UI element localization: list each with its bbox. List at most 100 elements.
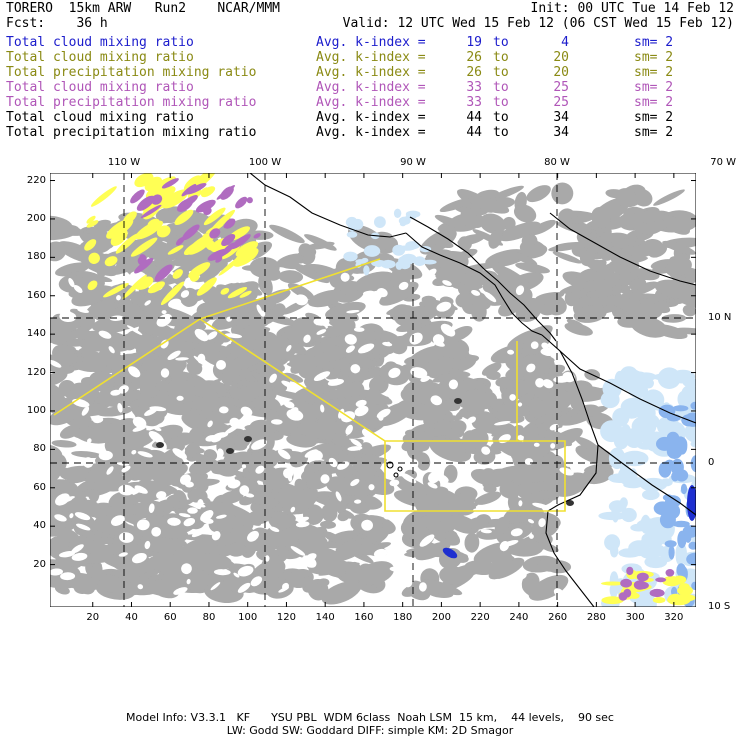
cloud-blob	[313, 371, 331, 382]
legend-from: 26	[466, 50, 482, 65]
cloud-blob	[350, 478, 360, 487]
cloud-blob	[196, 277, 217, 296]
x-tick-marks	[92, 173, 675, 607]
cloud-blob	[419, 384, 457, 403]
cloud-blob	[562, 531, 578, 539]
cloud-blob	[255, 465, 265, 474]
cloud-blob	[659, 511, 676, 529]
cloud-blob	[68, 278, 75, 288]
cloud-blob	[328, 457, 338, 468]
x-tick-label: 140	[315, 612, 335, 623]
cloud-blob	[439, 565, 466, 585]
cloud-blob	[239, 485, 250, 496]
cloud-blob	[400, 518, 427, 540]
legend-kindex: Avg. k-index =	[316, 35, 426, 50]
cloud-blob	[166, 379, 196, 399]
cloud-blob	[346, 231, 358, 238]
cloud-blob	[298, 243, 313, 257]
cloud-blob	[668, 545, 675, 560]
central-america-inner	[409, 216, 557, 342]
cloud-blob	[513, 204, 537, 223]
cloud-blob	[410, 539, 446, 558]
cloud-blob	[191, 527, 208, 538]
cloud-blob	[76, 523, 91, 531]
cloud-blob	[672, 405, 689, 412]
y-tick-label: 100	[26, 404, 46, 416]
cloud-blob	[281, 527, 299, 547]
cloud-blob	[662, 576, 682, 587]
cloud-blob	[591, 206, 611, 229]
cloud-blob	[260, 450, 276, 464]
cloud-blob	[448, 442, 466, 462]
cloud-blob	[565, 463, 572, 467]
legend-row: Total cloud mixing ratio Avg. k-index = 19…	[6, 35, 736, 50]
cloud-blob	[139, 254, 147, 263]
cloud-blob	[623, 245, 651, 258]
y-tick-label: 60	[33, 481, 46, 493]
cloud-blob	[53, 348, 76, 368]
cloud-blob	[224, 333, 243, 339]
cloud-blob	[209, 228, 221, 239]
legend-from: 19	[466, 35, 482, 50]
cloud-blob	[176, 395, 184, 401]
cloud-blob	[336, 317, 356, 335]
cloud-blob	[283, 572, 312, 579]
legend-kindex: Avg. k-index =	[316, 125, 426, 140]
cloud-blob	[549, 423, 559, 431]
domain-boundaries	[53, 258, 566, 512]
cloud-blob	[136, 491, 155, 504]
legend-to: 25	[553, 80, 569, 95]
cloud-blob	[230, 234, 251, 250]
cloud-blob	[432, 472, 449, 483]
cloud-blob	[244, 493, 255, 498]
cloud-blob	[192, 396, 206, 411]
cloud-blob	[190, 173, 217, 191]
cloud-blob	[409, 459, 419, 471]
cloud-blob	[448, 379, 459, 390]
cloud-blob	[562, 371, 575, 383]
cloud-blob	[244, 436, 252, 442]
cloud-blob	[151, 526, 162, 537]
cloud-blob	[672, 520, 690, 528]
cloud-blob	[467, 517, 489, 530]
x-tick-label: 320	[664, 612, 684, 623]
cloud-blob	[601, 596, 624, 605]
cloud-blob	[88, 252, 100, 264]
cloud-blob	[510, 528, 523, 537]
cloud-blob	[239, 282, 263, 296]
cloud-blob	[122, 274, 147, 299]
cloud-blob	[203, 347, 220, 359]
cloud-blob	[71, 451, 103, 458]
cloud-blob	[363, 245, 381, 257]
cloud-blob	[376, 288, 388, 298]
forecast-map	[50, 173, 696, 607]
legend-row: Total precipitation mixing ratio Avg. k-i…	[6, 125, 736, 140]
legend-sm: sm= 2	[634, 65, 674, 80]
cloud-blob	[300, 558, 308, 569]
cloud-blob	[672, 327, 696, 335]
cloud-blob	[200, 510, 214, 522]
cloud-blob	[229, 417, 241, 428]
cloud-blob	[173, 587, 188, 595]
cloud-blob	[529, 399, 544, 418]
cloud-blob	[180, 290, 190, 298]
cloud-blob	[470, 300, 487, 322]
cloud-blob	[461, 376, 493, 394]
cloud-blob	[214, 520, 254, 547]
x-tick-label: 280	[586, 612, 606, 623]
cloud-blob	[136, 195, 155, 211]
cloud-blob	[238, 325, 265, 342]
cloud-blob	[393, 208, 402, 218]
cloud-blob	[325, 476, 354, 495]
cloud-blob	[74, 327, 92, 340]
cloud-blob	[130, 189, 145, 204]
cloud-blob	[110, 389, 121, 396]
precip-field-purple	[130, 178, 675, 601]
cloud-blob	[515, 285, 525, 296]
cloud-blob	[355, 399, 367, 407]
cloud-blob	[186, 578, 191, 585]
cloud-blob	[649, 588, 665, 598]
cloud-blob	[81, 406, 90, 416]
cloud-blob	[464, 532, 480, 553]
cloud-blob	[297, 516, 310, 522]
